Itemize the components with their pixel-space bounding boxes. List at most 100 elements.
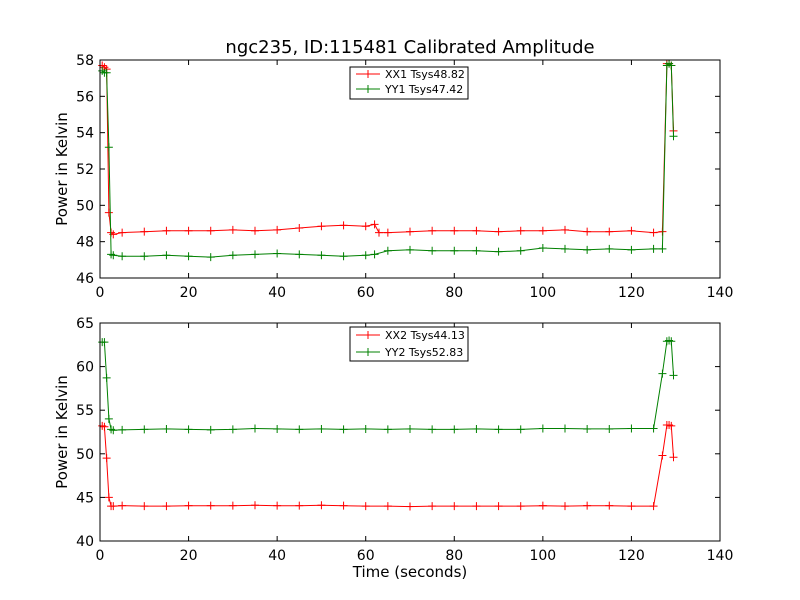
x-tick-label-1-3: 60 <box>357 548 375 564</box>
bottom-legend: XX2 Tsys44.13 YY2 Tsys52.83 <box>349 326 469 362</box>
series-point-0-0-6 <box>118 228 127 237</box>
series-point-1-0-35 <box>669 453 678 462</box>
top-y-axis-label: Power in Kelvin <box>53 112 71 226</box>
series-point-1-0-3 <box>104 493 113 502</box>
x-tick-label-0-5: 100 <box>529 285 556 301</box>
series-point-0-0-32 <box>649 228 658 237</box>
series-point-0-0-30 <box>605 227 614 236</box>
series-point-0-1-28 <box>583 245 592 254</box>
y-tick-label-0-5: 56 <box>76 89 94 105</box>
series-point-0-1-21 <box>428 246 437 255</box>
series-point-0-0-21 <box>406 227 414 236</box>
series-point-0-1-12 <box>251 250 259 259</box>
y-tick-label-1-2: 50 <box>76 447 94 463</box>
series-point-1-1-16 <box>339 425 348 434</box>
series-point-1-0-20 <box>428 502 437 511</box>
x-tick-label-0-1: 20 <box>180 285 198 301</box>
series-point-0-1-36 <box>669 132 678 141</box>
x-tick-label-1-7: 140 <box>707 548 734 564</box>
series-point-0-0-9 <box>184 226 193 235</box>
series-point-1-1-3 <box>104 414 113 423</box>
series-point-0-1-30 <box>627 245 636 254</box>
y-tick-label-1-1: 45 <box>76 490 94 506</box>
series-point-1-0-14 <box>295 501 304 510</box>
series-point-0-0-13 <box>273 225 282 234</box>
series-point-1-1-11 <box>228 425 237 434</box>
x-tick-label-1-0: 0 <box>96 548 105 564</box>
series-point-1-1-7 <box>140 425 149 434</box>
series-point-1-0-31 <box>658 451 667 460</box>
x-tick-label-0-3: 60 <box>357 285 375 301</box>
series-point-1-0-23 <box>494 502 503 511</box>
series-point-1-0-11 <box>228 501 237 510</box>
x-tick-label-1-1: 20 <box>180 548 198 564</box>
series-point-1-1-9 <box>184 425 193 434</box>
series-point-0-0-3 <box>104 208 113 217</box>
series-point-1-0-26 <box>561 502 569 511</box>
series-point-1-0-12 <box>251 501 259 510</box>
series-point-0-0-24 <box>472 226 481 235</box>
series-point-0-1-26 <box>538 244 547 253</box>
series-point-1-1-15 <box>317 424 326 433</box>
chart-title: ngc235, ID:115481 Calibrated Amplitude <box>225 37 594 58</box>
series-point-0-1-6 <box>118 252 127 261</box>
y-tick-label-0-4: 54 <box>76 126 94 142</box>
y-tick-label-1-3: 55 <box>76 403 94 419</box>
series-point-1-0-7 <box>140 502 149 511</box>
series-point-1-0-9 <box>184 501 193 510</box>
series-point-1-1-12 <box>251 424 259 433</box>
bottom-legend-box <box>349 326 469 362</box>
series-point-1-1-19 <box>406 424 414 433</box>
series-point-1-1-28 <box>605 424 614 433</box>
series-point-1-1-23 <box>494 425 503 434</box>
legend-marker-yy1 <box>364 85 372 93</box>
series-point-1-1-24 <box>516 425 525 434</box>
x-tick-label-1-6: 120 <box>618 548 645 564</box>
series-point-1-0-18 <box>383 502 392 511</box>
series-point-0-0-17 <box>361 222 370 231</box>
y-tick-label-0-0: 46 <box>76 271 94 287</box>
series-point-0-1-8 <box>162 251 171 260</box>
series-point-0-1-23 <box>472 246 481 255</box>
series-point-0-0-20 <box>383 228 392 237</box>
series-point-0-1-2 <box>102 68 111 77</box>
series-point-1-0-1 <box>100 422 109 431</box>
series-point-0-1-17 <box>361 251 370 260</box>
x-axis-label: Time (seconds) <box>352 563 468 581</box>
top-legend-box <box>349 66 469 100</box>
series-point-0-0-8 <box>162 226 171 235</box>
series-point-1-0-17 <box>361 502 370 511</box>
series-point-1-0-10 <box>206 501 215 510</box>
x-tick-label-0-4: 80 <box>445 285 463 301</box>
series-point-1-0-27 <box>583 501 592 510</box>
series-point-1-0-2 <box>102 454 111 463</box>
series-point-1-0-25 <box>538 501 547 510</box>
series-point-1-0-13 <box>273 501 282 510</box>
y-tick-label-0-1: 48 <box>76 235 94 251</box>
legend-label-xx2: XX2 Tsys44.13 <box>385 329 465 342</box>
y-tick-label-1-4: 60 <box>76 360 94 376</box>
series-point-1-1-6 <box>118 425 127 434</box>
x-tick-label-0-7: 140 <box>707 285 734 301</box>
series-point-1-1-10 <box>206 425 215 434</box>
series-point-0-1-3 <box>104 143 113 152</box>
series-point-0-0-16 <box>339 221 348 230</box>
y-tick-label-0-3: 52 <box>76 162 94 178</box>
series-point-0-0-12 <box>251 226 259 235</box>
series-point-1-1-17 <box>361 424 370 433</box>
series-point-0-0-26 <box>516 226 525 235</box>
series-point-1-1-20 <box>428 425 437 434</box>
legend-marker-yy2 <box>364 348 372 356</box>
series-point-1-1-8 <box>162 424 171 433</box>
legend-label-yy2: YY2 Tsys52.83 <box>384 346 463 359</box>
series-point-0-0-19 <box>375 228 383 237</box>
bottom-plot-frame <box>99 322 721 542</box>
series-point-1-0-24 <box>516 502 525 511</box>
series-point-1-1-26 <box>561 424 569 433</box>
y-tick-label-1-5: 65 <box>76 316 94 332</box>
series-point-0-1-7 <box>140 252 149 261</box>
x-tick-label-1-2: 40 <box>268 548 286 564</box>
series-point-1-0-34 <box>667 421 676 430</box>
series-point-0-0-29 <box>583 227 592 236</box>
x-tick-label-0-6: 120 <box>618 285 645 301</box>
